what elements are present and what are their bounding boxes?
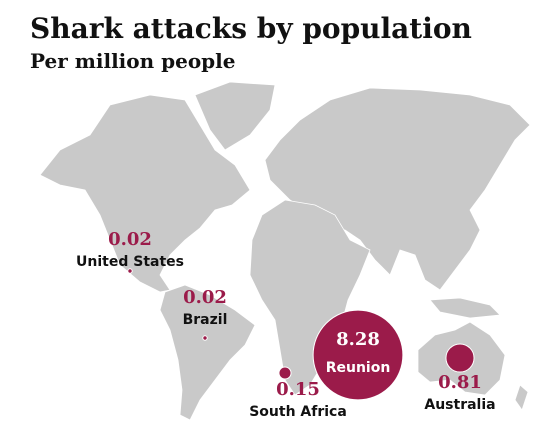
indonesia bbox=[429, 297, 501, 319]
bubble bbox=[202, 335, 208, 341]
bubble bbox=[127, 268, 133, 274]
new-zealand bbox=[514, 384, 529, 411]
value-label: 0.15 bbox=[276, 379, 320, 400]
eurasia bbox=[264, 87, 531, 291]
value-label: 0.02 bbox=[108, 229, 152, 250]
place-label: Reunion bbox=[326, 360, 391, 376]
place-label: Brazil bbox=[183, 312, 228, 328]
bubble bbox=[312, 309, 404, 401]
chart-title: Shark attacks by population bbox=[30, 12, 472, 45]
south-america bbox=[159, 284, 256, 421]
place-label: South Africa bbox=[249, 404, 347, 420]
north-america bbox=[39, 94, 251, 293]
value-label: 8.28 bbox=[336, 329, 380, 350]
value-label: 0.81 bbox=[438, 372, 482, 393]
greenland bbox=[194, 81, 276, 151]
place-label: United States bbox=[76, 254, 184, 270]
value-label: 0.02 bbox=[183, 287, 227, 308]
place-label: Australia bbox=[424, 397, 495, 413]
bubble bbox=[278, 366, 292, 380]
chart-subtitle: Per million people bbox=[30, 49, 235, 73]
bubble bbox=[445, 343, 475, 373]
